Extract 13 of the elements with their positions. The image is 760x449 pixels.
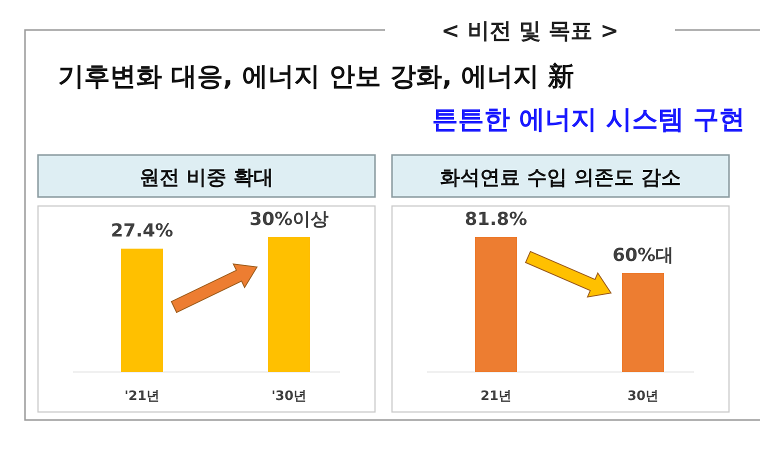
text: < 비전 및 목표 > xyxy=(441,19,619,44)
x-tick-label: '30년 xyxy=(271,389,307,404)
text: 튼튼한 에너지 시스템 구현 xyxy=(432,105,745,135)
data-label: 27.4% xyxy=(110,220,174,242)
x-tick-label: '21년 xyxy=(124,389,160,404)
data-label: 30%이상 xyxy=(249,209,329,230)
data-label: 81.8% xyxy=(464,209,528,230)
chart-title: 화석연료 수입 의존도 감소 xyxy=(440,165,681,189)
text: 기후변화 대응, 에너지 안보 강화, 에너지 新 xyxy=(58,62,574,92)
chart-title: 원전 비중 확대 xyxy=(140,165,274,189)
x-tick-label: 30년 xyxy=(627,389,659,404)
data-label: 60%대 xyxy=(612,244,674,266)
x-tick-label: 21년 xyxy=(480,389,512,404)
